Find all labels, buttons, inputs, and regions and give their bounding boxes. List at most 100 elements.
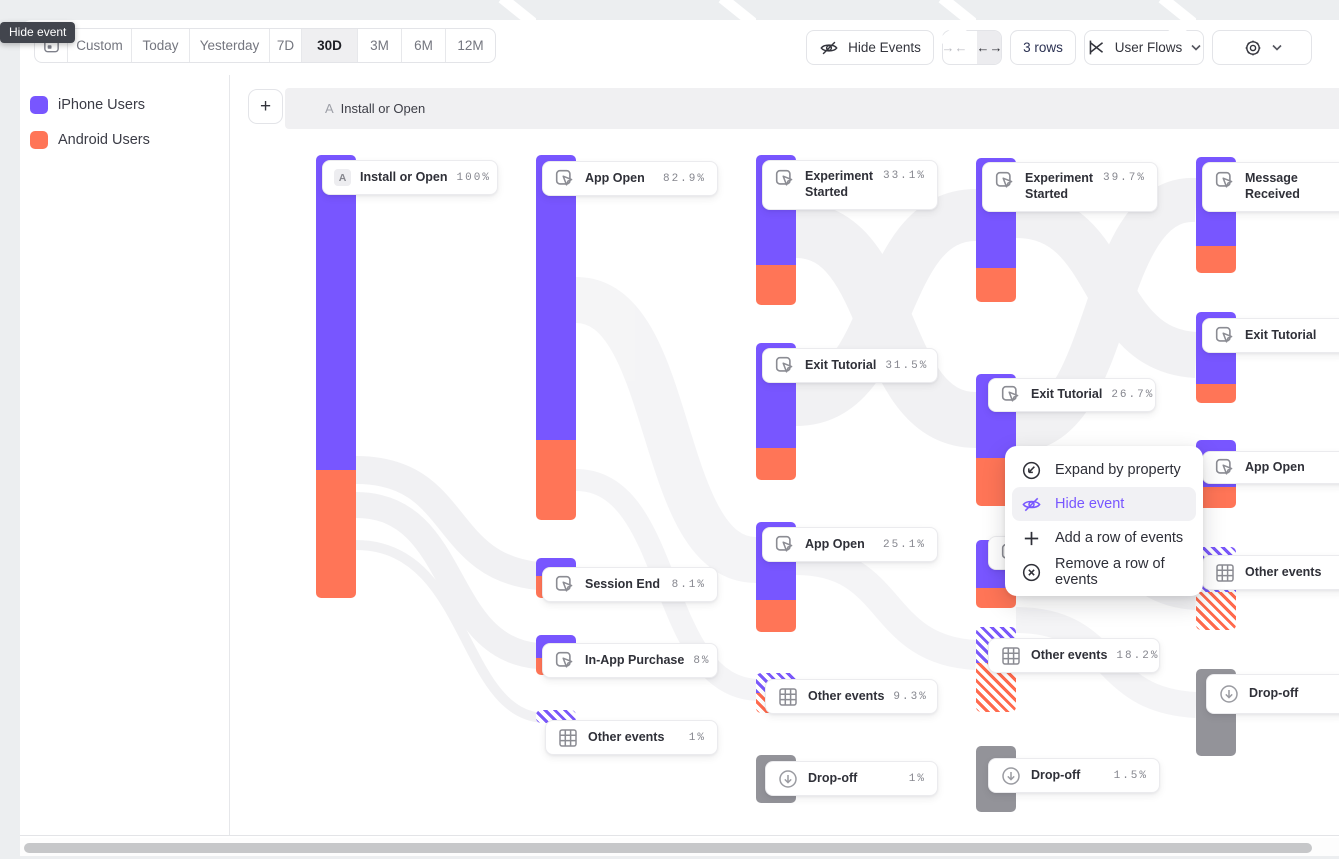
app-open-2-card[interactable]: App Open 82.9% xyxy=(542,161,718,196)
node-percent: 82.9% xyxy=(662,172,706,185)
date-range-yesterday[interactable]: Yesterday xyxy=(189,29,269,62)
other-events-3-card[interactable]: Other events 9.3% xyxy=(765,679,938,714)
bottom-divider xyxy=(20,835,1339,836)
drop-off-3-card[interactable]: Drop-off 1% xyxy=(765,761,938,796)
event-icon xyxy=(1214,457,1236,479)
node-label: Exit Tutorial xyxy=(805,357,877,372)
menu-item-hide-event[interactable]: Hide event xyxy=(1012,487,1196,521)
settings-button[interactable] xyxy=(1212,30,1312,65)
bar-segment-orange xyxy=(1196,487,1236,508)
hide-events-button[interactable]: Hide Events xyxy=(806,30,934,65)
expand-icon xyxy=(1021,460,1042,481)
breadcrumb-band: A Install or Open xyxy=(285,88,1339,129)
bar-segment-orange xyxy=(536,440,576,520)
drop-off-5-card[interactable]: Drop-off xyxy=(1206,674,1339,714)
app-open-3-card[interactable]: App Open 25.1% xyxy=(762,527,938,562)
menu-item-label: Add a row of events xyxy=(1055,530,1184,546)
sidebar-divider xyxy=(229,75,230,835)
event-icon xyxy=(554,168,576,190)
node-label: Other events xyxy=(1245,564,1322,579)
node-percent: 39.7% xyxy=(1102,172,1146,184)
breadcrumb-chevron xyxy=(718,0,756,44)
date-range-7d[interactable]: 7D xyxy=(269,29,301,62)
session-end-2-card[interactable]: Session End 8.1% xyxy=(542,567,718,602)
legend-item[interactable]: Android Users xyxy=(30,131,150,149)
date-range-6m[interactable]: 6M xyxy=(401,29,445,62)
legend-label: iPhone Users xyxy=(58,97,146,113)
exit-tutorial-3-card[interactable]: Exit Tutorial 31.5% xyxy=(762,348,938,383)
bar-segment-purple xyxy=(316,155,356,470)
bar-segment-orange xyxy=(756,265,796,305)
date-range-custom[interactable]: Custom xyxy=(67,29,131,62)
node-percent: 33.1% xyxy=(882,170,926,182)
rows-button[interactable]: 3 rows xyxy=(1010,30,1076,65)
node-label: Other events xyxy=(1031,647,1108,662)
date-range-30d[interactable]: 30D xyxy=(301,29,357,62)
menu-item-label: Expand by property xyxy=(1055,462,1181,478)
experiment-started-4-card[interactable]: Experiment Started 39.7% xyxy=(982,162,1158,212)
other-events-2-bar[interactable] xyxy=(536,710,576,723)
node-label: Drop-off xyxy=(808,770,858,785)
chevron-down-icon xyxy=(1191,44,1201,51)
node-percent: 8% xyxy=(693,654,711,667)
user-flows-button[interactable]: User Flows xyxy=(1084,30,1204,65)
node-percent: 31.5% xyxy=(885,359,929,372)
context-menu: Expand by property Hide event Add a row of… xyxy=(1005,446,1203,596)
experiment-started-3-card[interactable]: Experiment Started 33.1% xyxy=(762,160,938,210)
menu-item-remove-a-row-of-events[interactable]: Remove a row of events xyxy=(1012,555,1196,589)
drop-off-icon xyxy=(1000,765,1022,787)
collapse-expand-toggle: →← ←→ xyxy=(942,30,1002,65)
add-step-button[interactable]: + xyxy=(248,89,283,124)
gear-icon xyxy=(1243,38,1263,58)
other-events-4-card[interactable]: Other events 18.2% xyxy=(988,638,1160,673)
bar-segment-orange xyxy=(316,470,356,598)
event-icon xyxy=(1000,384,1022,406)
event-icon xyxy=(994,170,1016,192)
node-label: Drop-off xyxy=(1249,686,1299,701)
node-label: Exit Tutorial xyxy=(1245,327,1317,342)
in-app-purchase-2-card[interactable]: In-App Purchase 8% xyxy=(542,643,718,678)
breadcrumb-chevron xyxy=(1158,0,1196,44)
drop-off-4-card[interactable]: Drop-off 1.5% xyxy=(988,758,1160,793)
bar-segment-orange xyxy=(976,268,1016,302)
hide-event-tooltip: Hide event xyxy=(0,22,76,43)
grid-icon xyxy=(1214,562,1236,584)
install-or-open-1-bar[interactable] xyxy=(316,155,356,598)
node-label: In-App Purchase xyxy=(585,652,685,667)
date-range-group: Custom Today Yesterday 7D 30D 3M 6M 12M xyxy=(34,28,496,63)
other-events-2-card[interactable]: Other events 1% xyxy=(545,720,718,755)
exit-tutorial-4-card[interactable]: Exit Tutorial 26.7% xyxy=(988,378,1156,412)
exit-tutorial-5-card[interactable]: Exit Tutorial xyxy=(1202,318,1339,353)
legend-label: Android Users xyxy=(58,132,150,148)
node-label: Session End xyxy=(585,576,661,591)
chevron-down-icon xyxy=(1271,44,1282,51)
event-icon xyxy=(774,168,796,190)
expand-columns-button[interactable]: ←→ xyxy=(976,31,1001,64)
node-label: Drop-off xyxy=(1031,767,1081,782)
breadcrumb-step[interactable]: A Install or Open xyxy=(325,88,425,129)
app-open-2-bar[interactable] xyxy=(536,155,576,520)
node-percent: 100% xyxy=(456,171,491,184)
date-range-12m[interactable]: 12M xyxy=(445,29,495,62)
grid-icon xyxy=(1000,645,1022,667)
legend-swatch xyxy=(30,96,48,114)
node-percent: 1% xyxy=(908,772,926,785)
message-received-5-card[interactable]: Message Received xyxy=(1202,162,1339,212)
menu-item-add-a-row-of-events[interactable]: Add a row of events xyxy=(1012,521,1196,555)
legend-swatch xyxy=(30,131,48,149)
breadcrumb-chevron xyxy=(938,0,976,44)
install-or-open-1-card[interactable]: A Install or Open 100% xyxy=(322,160,498,195)
node-label: Other events xyxy=(588,729,665,744)
date-range-today[interactable]: Today xyxy=(131,29,189,62)
legend-item[interactable]: iPhone Users xyxy=(30,96,150,114)
node-label: Other events xyxy=(808,688,885,703)
app-open-5-card[interactable]: App Open xyxy=(1202,451,1339,484)
date-range-3m[interactable]: 3M xyxy=(357,29,401,62)
node-label: App Open xyxy=(805,536,865,551)
other-events-5-card[interactable]: Other events xyxy=(1202,555,1339,590)
event-icon xyxy=(1214,170,1236,192)
menu-item-expand-by-property[interactable]: Expand by property xyxy=(1012,453,1196,487)
scrollbar-thumb[interactable] xyxy=(24,843,1312,853)
node-label: Experiment Started xyxy=(1025,171,1094,201)
